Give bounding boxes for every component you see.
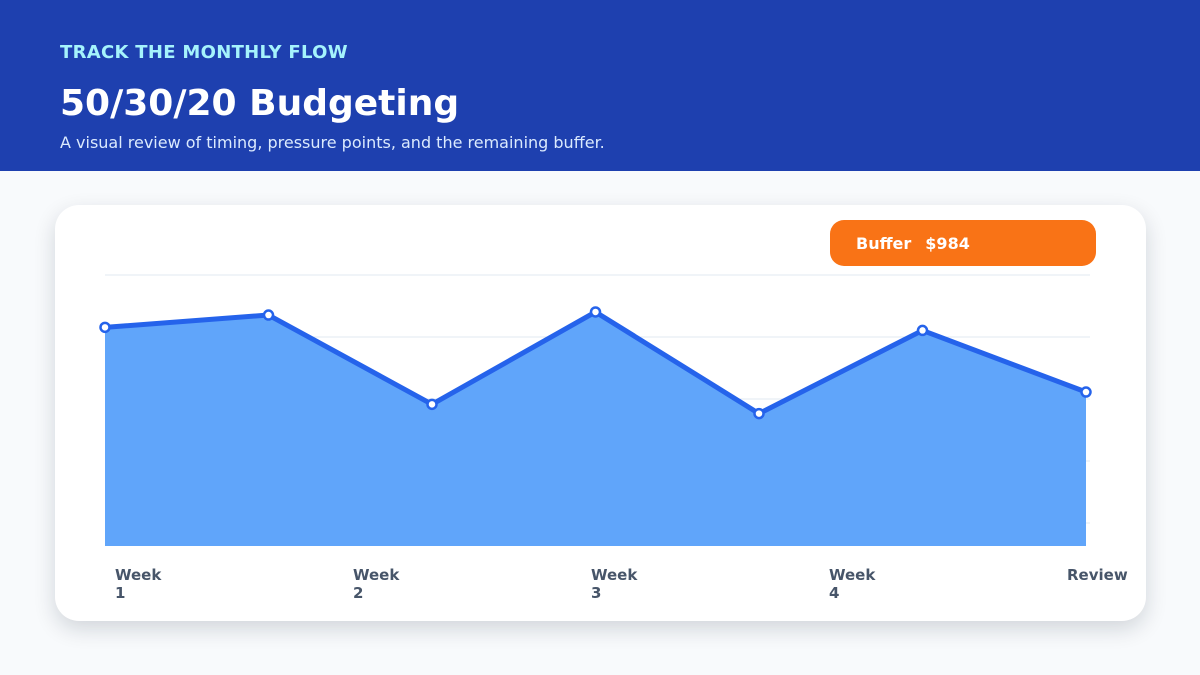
page-title: 50/30/20 Budgeting: [60, 83, 460, 124]
x-tick-label: Week 4: [829, 566, 876, 602]
data-point: [99, 321, 111, 334]
buffer-value: $984: [925, 233, 970, 253]
page-subtitle: A visual review of timing, pressure poin…: [60, 133, 605, 152]
header-banner: TRACK THE MONTHLY FLOW 50/30/20 Budgetin…: [0, 0, 1200, 171]
buffer-label: Buffer: [856, 233, 912, 253]
x-tick-label: Week 3: [591, 566, 638, 602]
x-tick-label: Week 1: [115, 566, 162, 602]
data-point: [262, 309, 275, 321]
area-fill: [105, 311, 1086, 546]
data-point: [916, 324, 929, 337]
data-point: [426, 398, 438, 411]
x-tick-label: Review: [1067, 566, 1128, 584]
x-tick-label: Week 2: [353, 566, 400, 602]
data-point: [1080, 386, 1092, 398]
eyebrow-text: TRACK THE MONTHLY FLOW: [60, 42, 348, 63]
buffer-badge: Buffer $984: [830, 220, 1096, 266]
data-point: [753, 407, 765, 420]
data-point: [589, 306, 602, 318]
